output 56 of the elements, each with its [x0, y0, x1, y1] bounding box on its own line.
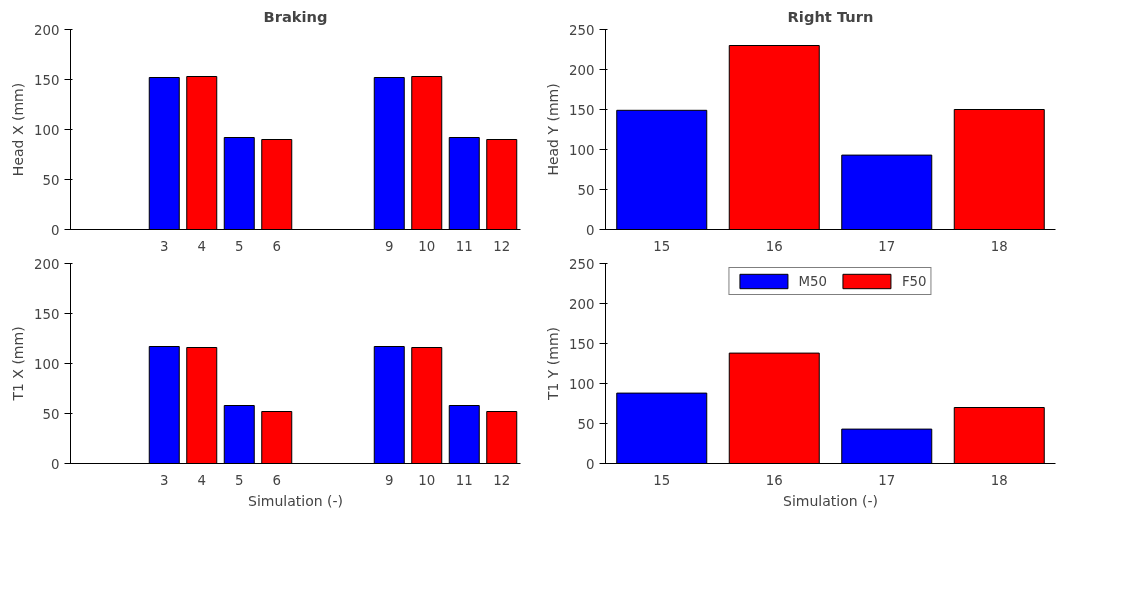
- x-tick-label: 5: [235, 238, 244, 254]
- chart-title: Right Turn: [787, 7, 874, 25]
- y-tick-label: 100: [34, 356, 60, 372]
- y-tick-label: 250: [569, 256, 595, 272]
- y-tick-label: 200: [34, 22, 60, 38]
- y-axis-title: T1 X (mm): [10, 326, 27, 402]
- x-tick-label: 11: [455, 472, 473, 488]
- y-tick-label: 0: [586, 222, 595, 238]
- chart-title: Braking: [263, 7, 328, 25]
- x-tick-label: 4: [197, 238, 206, 254]
- x-tick-label: 3: [160, 472, 169, 488]
- x-tick-label: 11: [455, 238, 473, 254]
- x-tick-label: 17: [878, 472, 896, 488]
- y-tick-label: 0: [51, 222, 60, 238]
- x-tick-label: 10: [418, 472, 436, 488]
- x-tick-label: 15: [653, 472, 671, 488]
- legend-label: F50: [901, 273, 927, 289]
- y-tick-label: 250: [569, 22, 595, 38]
- y-tick-label: 150: [34, 72, 60, 88]
- y-tick-label: 100: [569, 142, 595, 158]
- y-tick-label: 50: [42, 172, 60, 188]
- y-tick-label: 0: [51, 456, 60, 472]
- y-tick-label: 0: [586, 456, 595, 472]
- y-tick-label: 50: [577, 182, 595, 198]
- y-tick-label: 50: [577, 416, 595, 432]
- y-axis-title: Head X (mm): [10, 82, 27, 177]
- x-tick-label: 6: [272, 472, 281, 488]
- x-axis-title: Simulation (-): [248, 492, 343, 509]
- x-tick-label: 5: [235, 472, 244, 488]
- y-tick-label: 150: [569, 336, 595, 352]
- x-tick-label: 15: [653, 238, 671, 254]
- y-tick-label: 100: [34, 122, 60, 138]
- x-tick-label: 9: [385, 238, 394, 254]
- y-tick-label: 200: [569, 62, 595, 78]
- x-tick-label: 9: [385, 472, 394, 488]
- x-tick-label: 6: [272, 238, 281, 254]
- y-axis-title: T1 Y (mm): [545, 326, 562, 402]
- y-tick-label: 200: [34, 256, 60, 272]
- legend-label: M50: [798, 273, 827, 289]
- y-tick-label: 150: [34, 306, 60, 322]
- x-tick-label: 18: [990, 472, 1008, 488]
- y-tick-label: 150: [569, 102, 595, 118]
- x-tick-label: 10: [418, 238, 436, 254]
- x-tick-label: 3: [160, 238, 169, 254]
- y-tick-label: 200: [569, 296, 595, 312]
- y-tick-label: 100: [569, 376, 595, 392]
- x-tick-label: 16: [765, 472, 783, 488]
- y-axis-title: Head Y (mm): [545, 83, 562, 176]
- y-tick-label: 50: [42, 406, 60, 422]
- x-tick-label: 4: [197, 472, 206, 488]
- x-tick-label: 17: [878, 238, 896, 254]
- x-tick-label: 12: [493, 472, 511, 488]
- x-axis-title: Simulation (-): [783, 492, 878, 509]
- x-tick-label: 16: [765, 238, 783, 254]
- x-tick-label: 18: [990, 238, 1008, 254]
- x-tick-label: 12: [493, 238, 511, 254]
